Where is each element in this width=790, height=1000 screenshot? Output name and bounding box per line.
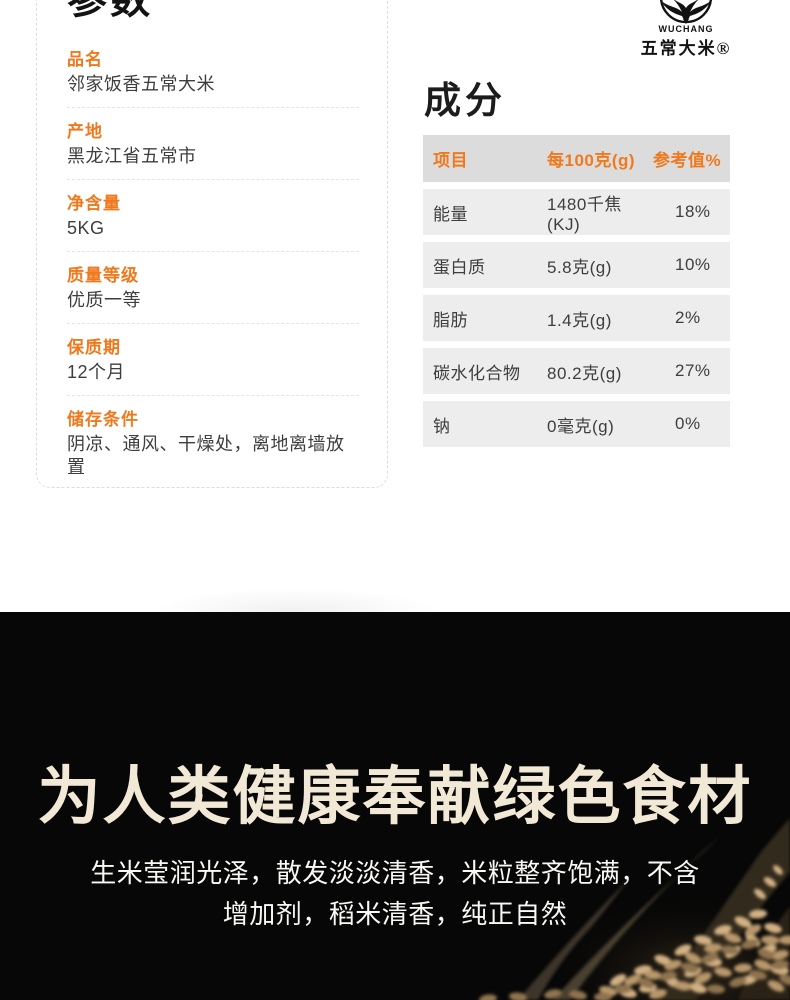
brand-name-cn: 五常大米®: [640, 39, 732, 58]
hero-subline-2: 增加剂，稻米清香，纯正自然: [222, 900, 568, 929]
cell-reference: 2%: [675, 308, 701, 327]
cell-amount: 1.4克(g): [547, 310, 612, 330]
cell-reference: 18%: [675, 202, 711, 221]
hero-headline: 为人类健康奉献绿色食材: [37, 762, 753, 832]
hero-section: 为人类健康奉献绿色食材 生米莹润光泽，散发淡淡清香，米粒整齐饱满，不含 增加剂，…: [0, 612, 790, 1000]
rice-stalks-image: [479, 818, 790, 1000]
table-row-sodium: 钠 0毫克(g) 0%: [423, 401, 730, 447]
brand-name-en: WUCHANG: [658, 24, 714, 34]
param-value: 阴凉、通风、干燥处，离地离墙放置: [67, 434, 345, 477]
soft-shadow: [150, 588, 440, 612]
column-header-reference: 参考值%: [653, 151, 722, 170]
eagle-icon: [659, 0, 713, 24]
param-label: 储存条件: [67, 410, 139, 429]
cell-reference: 10%: [675, 255, 711, 274]
param-field-shelf-life: 保质期 12个月: [67, 337, 359, 396]
ingredients-table-header: 项目 每100克(g) 参考值%: [423, 135, 730, 182]
cell-item: 钠: [433, 416, 451, 436]
param-value: 邻家饭香五常大米: [67, 74, 215, 94]
cell-amount: 5.8克(g): [547, 257, 612, 277]
cell-item: 蛋白质: [433, 257, 486, 277]
cell-amount: 1480千焦(KJ): [547, 194, 622, 234]
param-label: 品名: [67, 50, 103, 69]
hero-subline-1: 生米莹润光泽，散发淡淡清香，米粒整齐饱满，不含: [90, 859, 700, 888]
param-value: 5KG: [67, 218, 105, 238]
table-row-fat: 脂肪 1.4克(g) 2%: [423, 295, 730, 341]
param-field-name: 品名 邻家饭香五常大米: [67, 49, 359, 108]
cell-reference: 0%: [675, 414, 701, 433]
param-value: 优质一等: [67, 290, 141, 310]
column-header-item: 项目: [433, 151, 468, 170]
param-field-grade: 质量等级 优质一等: [67, 265, 359, 324]
param-label: 产地: [67, 122, 103, 141]
parameters-title: 参数: [67, 0, 153, 22]
cell-item: 脂肪: [433, 310, 468, 330]
param-label: 质量等级: [67, 266, 139, 285]
param-field-origin: 产地 黑龙江省五常市: [67, 121, 359, 180]
cell-amount: 80.2克(g): [547, 363, 622, 383]
table-row-carbohydrate: 碳水化合物 80.2克(g) 27%: [423, 348, 730, 394]
cell-amount: 0毫克(g): [547, 416, 615, 436]
param-label: 净含量: [67, 194, 121, 213]
table-row-energy: 能量 1480千焦(KJ) 18%: [423, 189, 730, 235]
cell-reference: 27%: [675, 361, 711, 380]
param-field-net-weight: 净含量 5KG: [67, 193, 359, 252]
table-row-protein: 蛋白质 5.8克(g) 10%: [423, 242, 730, 288]
ingredients-title: 成分: [424, 80, 506, 121]
parameters-card: 参数 品名 邻家饭香五常大米 产地 黑龙江省五常市 净含量 5KG 质量等级 优…: [36, 0, 388, 488]
param-field-storage: 储存条件 阴凉、通风、干燥处，离地离墙放置: [67, 409, 359, 490]
param-value: 12个月: [67, 362, 126, 382]
cell-item: 能量: [433, 204, 468, 224]
cell-item: 碳水化合物: [433, 363, 521, 383]
param-label: 保质期: [67, 338, 121, 357]
param-value: 黑龙江省五常市: [67, 146, 197, 166]
column-header-per-100g: 每100克(g): [547, 151, 636, 170]
ingredients-table: 项目 每100克(g) 参考值% 能量 1480千焦(KJ) 18% 蛋白质 5…: [423, 135, 730, 454]
